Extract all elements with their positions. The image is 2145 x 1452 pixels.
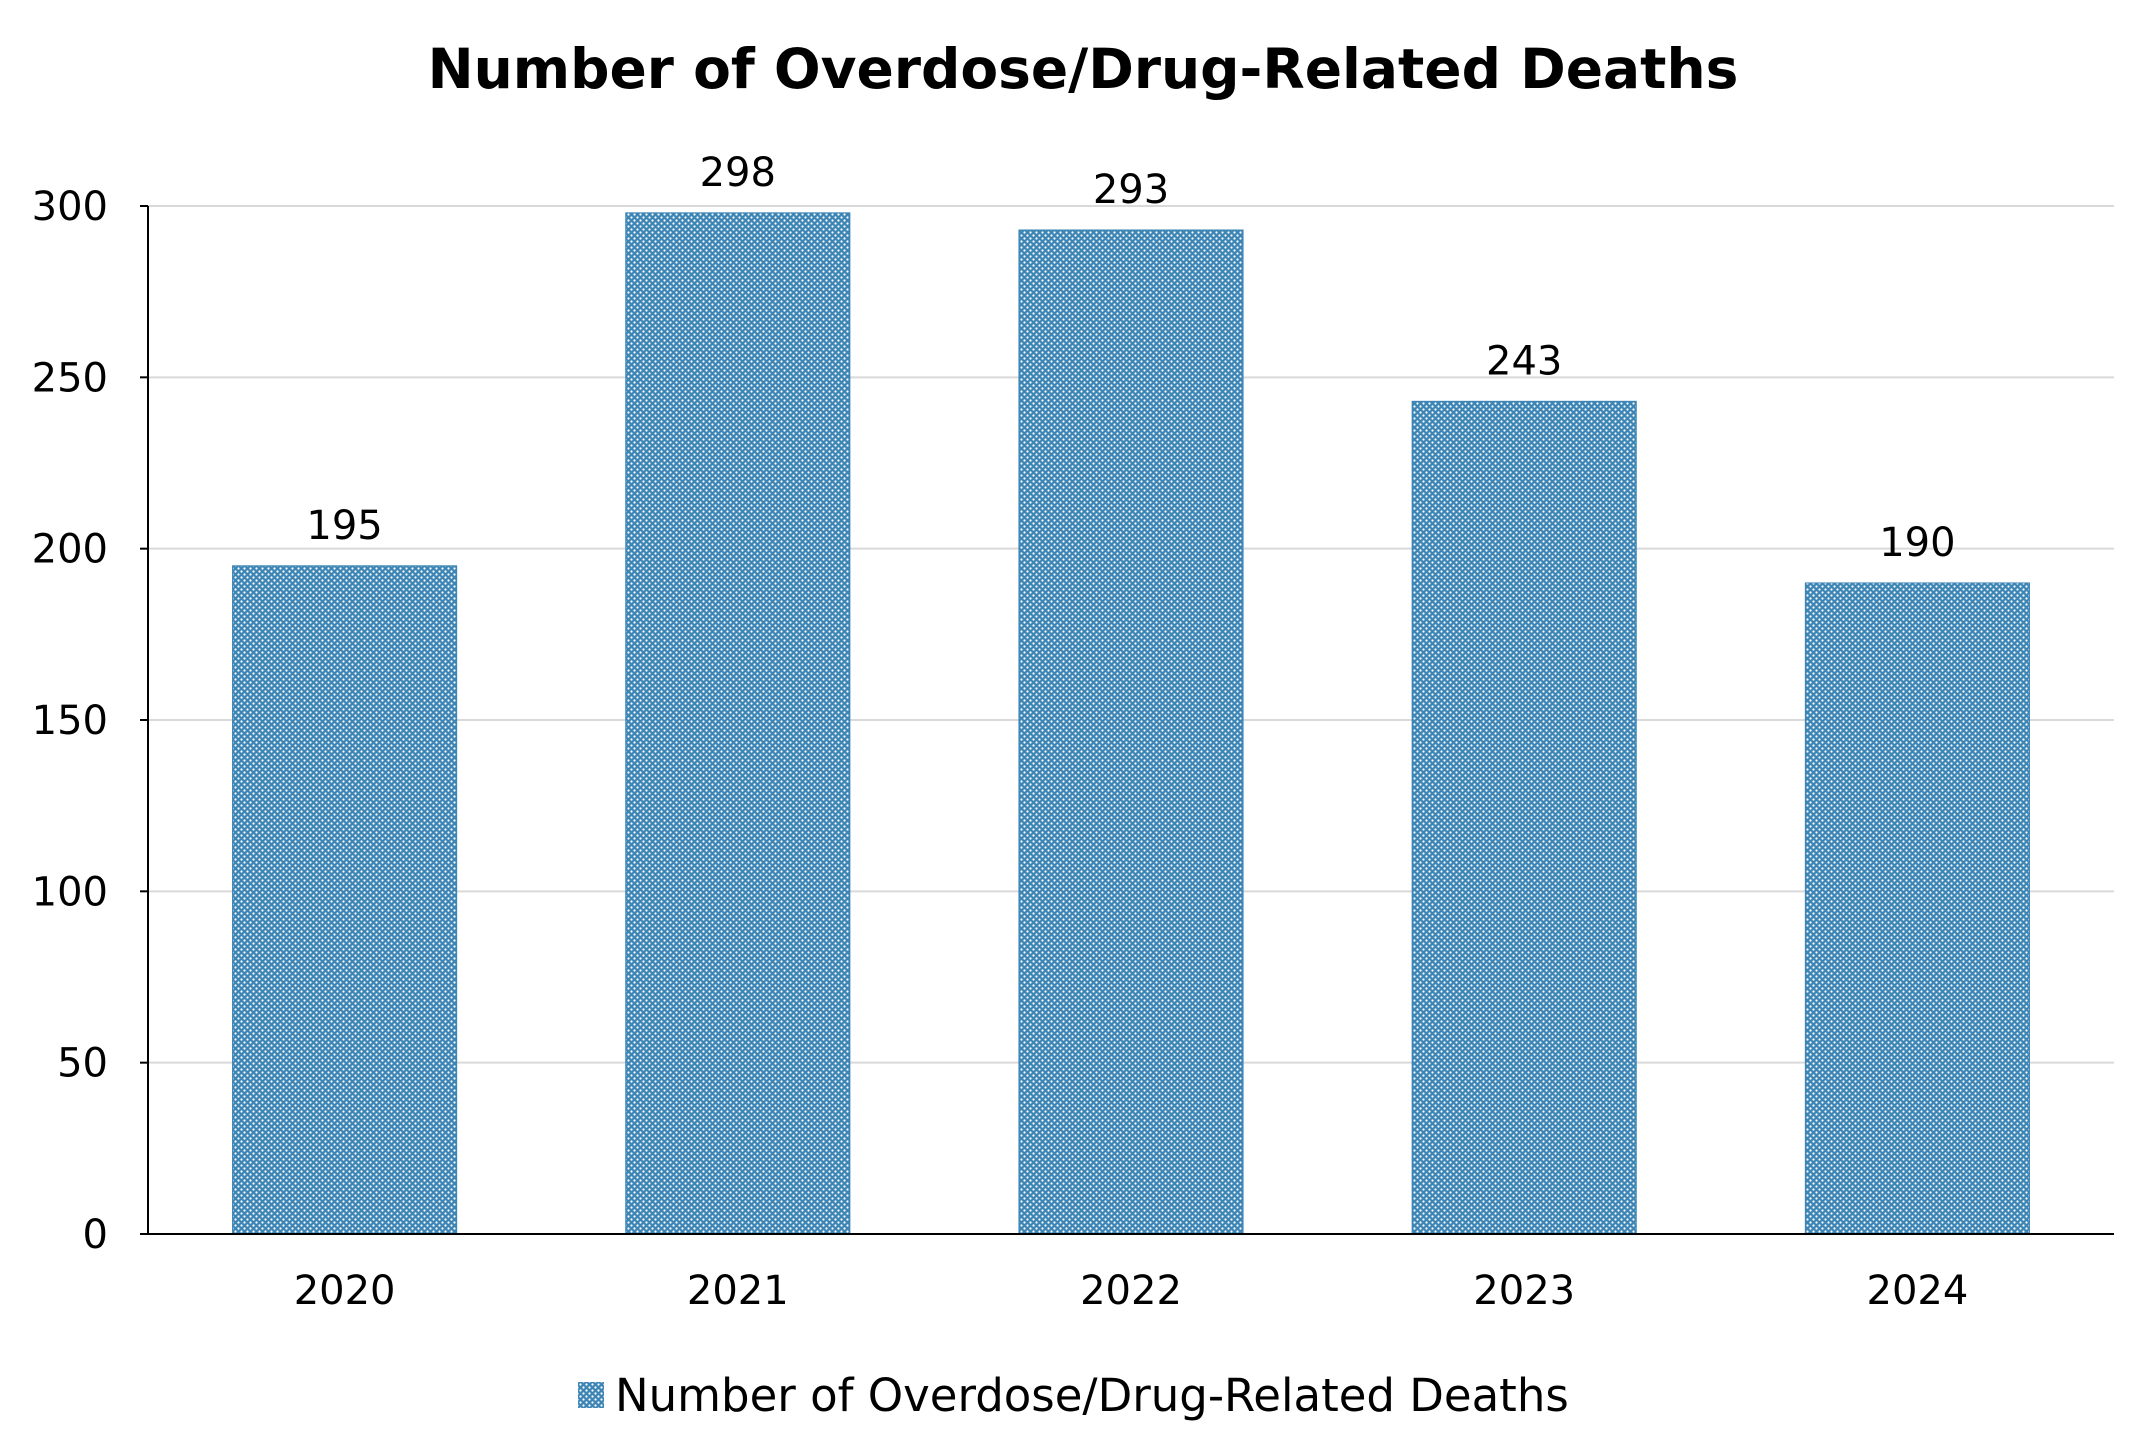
y-tick-label: 200 — [32, 527, 108, 573]
bars — [232, 212, 2030, 1235]
y-tick-label: 150 — [32, 698, 108, 744]
data-label-2020: 195 — [306, 503, 382, 549]
y-tick-label: 50 — [57, 1041, 108, 1087]
bar-2023 — [1411, 400, 1637, 1235]
x-tick-label: 2020 — [294, 1268, 396, 1314]
bar-2024 — [1804, 582, 2030, 1235]
data-label-2023: 243 — [1486, 338, 1562, 384]
x-tick-label: 2022 — [1080, 1268, 1182, 1314]
data-label-2021: 298 — [700, 150, 776, 196]
bar-2022 — [1018, 229, 1244, 1235]
x-tick-label: 2023 — [1473, 1268, 1575, 1314]
y-tick-label: 100 — [32, 869, 108, 915]
legend-label: Number of Overdose/Drug-Related Deaths — [615, 1369, 1569, 1422]
data-label-2022: 293 — [1093, 167, 1169, 213]
x-tick-label: 2021 — [687, 1268, 789, 1314]
x-tick-label: 2024 — [1867, 1268, 1969, 1314]
legend-swatch — [578, 1382, 604, 1408]
chart-title: Number of Overdose/Drug-Related Deaths — [428, 37, 1739, 101]
data-label-2024: 190 — [1879, 520, 1955, 566]
bar-2021 — [625, 212, 851, 1235]
y-tick-label: 250 — [32, 355, 108, 401]
y-axis-ticks: 0 50 100 150 200 250 300 — [32, 184, 148, 1258]
y-tick-label: 0 — [83, 1212, 108, 1258]
data-labels: 195 298 293 243 190 — [306, 150, 1955, 566]
legend: Number of Overdose/Drug-Related Deaths — [578, 1369, 1569, 1422]
bar-2020 — [232, 565, 458, 1235]
x-axis-ticks: 2020 2021 2022 2023 2024 — [294, 1268, 1969, 1314]
y-tick-label: 300 — [32, 184, 108, 230]
